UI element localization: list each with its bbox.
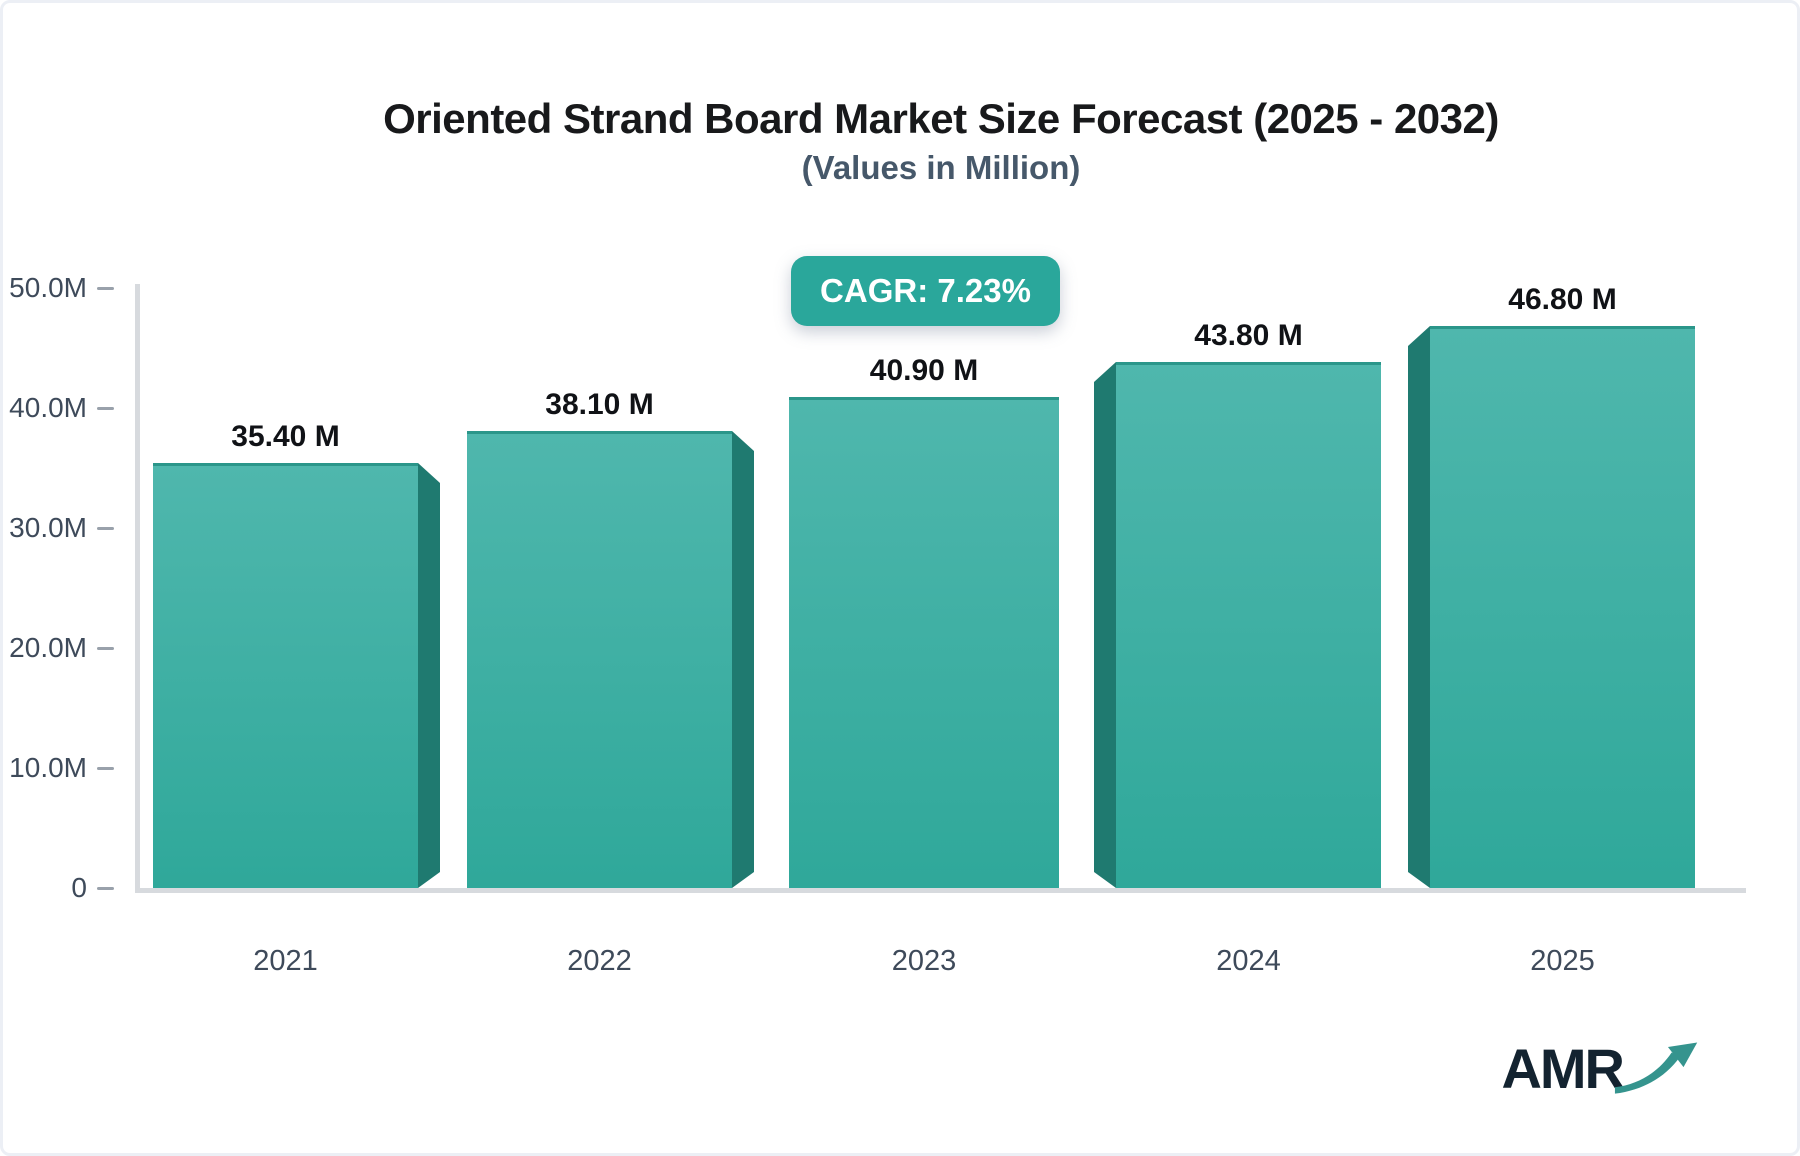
x-tick-label: 2023 [891,945,957,977]
chart-title: Oriented Strand Board Market Size Foreca… [383,95,1499,142]
y-tick-mark [97,527,114,530]
bar-value-label: 43.80 M [1194,319,1303,352]
brand-logo-text: AMR [1501,1037,1625,1100]
y-tick-label: 30.0M [9,512,87,543]
bar-side-shade [732,431,754,888]
bar-face [789,397,1059,888]
y-tick-mark [97,287,114,290]
y-tick-label: 20.0M [9,632,87,663]
growth-arrow-icon [1614,1042,1698,1094]
x-axis-baseline [136,888,1746,893]
x-tick-label: 2025 [1530,945,1595,977]
bar-value-label: 46.80 M [1508,283,1617,316]
y-tick-mark [97,887,114,890]
y-tick-label: 10.0M [9,752,87,783]
y-tick-mark [97,407,114,410]
bar-value-label: 38.10 M [545,388,654,421]
brand-logo: AMR [1501,1039,1701,1101]
cagr-badge: CAGR: 7.23% [791,256,1060,326]
chart-subtitle: (Values in Million) [801,149,1081,186]
y-tick-mark [97,647,114,650]
bar-face [153,463,418,888]
bar-face [1430,326,1695,888]
x-tick-label: 2022 [567,945,632,977]
bar-side-shade [1408,326,1430,888]
y-tick-label: 0 [71,872,87,903]
y-tick-mark [97,767,114,770]
bar-side-shade [418,463,440,888]
bar-side-shade [1094,362,1116,888]
y-tick-label: 40.0M [9,392,87,423]
y-tick-label: 50.0M [9,272,87,303]
bar-face [467,431,732,888]
bar-value-label: 35.40 M [231,420,340,453]
x-tick-label: 2024 [1216,945,1281,977]
bar-face [1116,362,1381,888]
bar-value-label: 40.90 M [869,354,979,387]
y-axis-line [135,284,140,893]
plot-area: 0 10.0M 20.0M 30.0M 40.0M 50.0M 35.40 M 2021 38.… [3,3,1797,1153]
x-tick-label: 2021 [253,945,318,977]
